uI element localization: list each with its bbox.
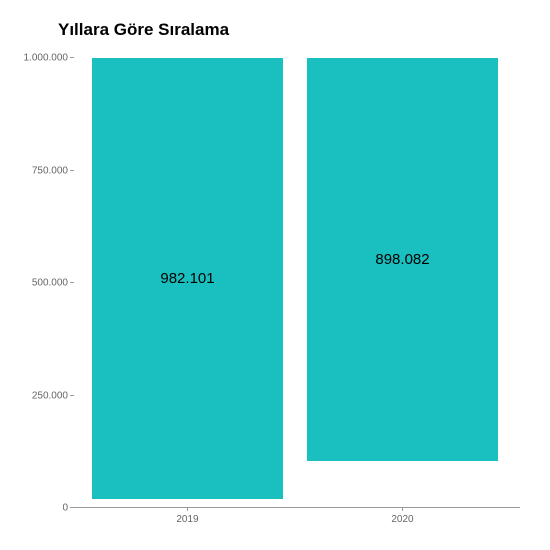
bar-value-label: 898.082: [375, 251, 429, 268]
bar-2019: 982.101: [92, 58, 283, 499]
bar-wrapper: 982.101: [80, 58, 295, 507]
y-tick-label: 750.000: [32, 165, 68, 176]
x-axis-line: [70, 507, 520, 508]
bar-2020: 898.082: [307, 58, 498, 461]
bar-chart: Yıllara Göre Sıralama 0 250.000 500.000 …: [0, 0, 550, 550]
bar-value-label: 982.101: [160, 270, 214, 287]
chart-title: Yıllara Göre Sıralama: [58, 20, 530, 40]
y-tick-label: 500.000: [32, 278, 68, 289]
x-axis-labels: 2019 2020: [70, 514, 520, 525]
y-tick-label: 250.000: [32, 390, 68, 401]
plot-area: 0 250.000 500.000 750.000 1.000.000 982.…: [70, 58, 520, 508]
bar-wrapper: 898.082: [295, 58, 510, 507]
y-tick-label: 0: [62, 503, 68, 514]
y-axis: 0 250.000 500.000 750.000 1.000.000: [20, 58, 68, 508]
x-tick-label: 2019: [80, 514, 295, 525]
x-tick-label: 2020: [295, 514, 510, 525]
y-tick-label: 1.000.000: [24, 53, 69, 64]
bars-group: 982.101 898.082: [70, 58, 520, 507]
